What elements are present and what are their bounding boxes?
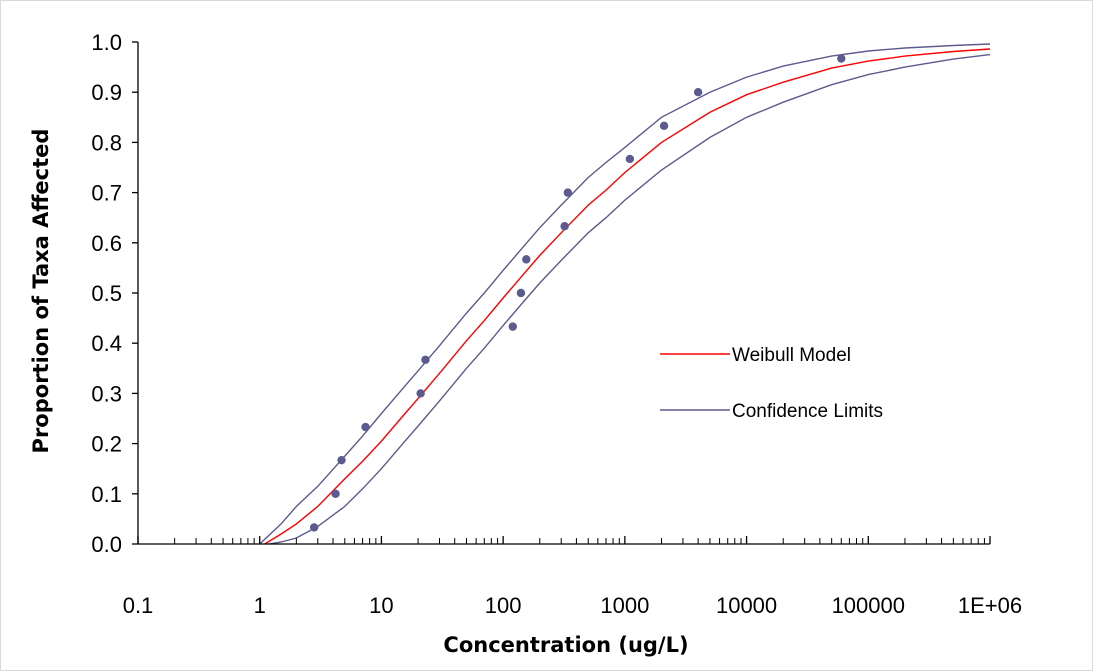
x-tick-label: 1E+06 [958, 593, 1022, 618]
legend-label-confidence-limits: Confidence Limits [732, 401, 883, 422]
data-point [693, 88, 703, 97]
y-tick-label: 0.8 [91, 130, 122, 155]
confidence-limits-line [259, 43, 991, 545]
data-point [416, 389, 425, 398]
data-point [837, 54, 846, 63]
y-tick-label: 0.1 [91, 482, 122, 507]
data-point [337, 455, 346, 465]
y-tick-label: 1.0 [91, 30, 122, 55]
data-point [560, 222, 569, 231]
data-point [508, 322, 517, 331]
y-tick-label: 0.4 [91, 331, 122, 356]
x-axis-title: Concentration (ug/L) [443, 633, 688, 657]
y-tick-label: 0.0 [91, 532, 122, 557]
x-tick-label: 1 [254, 593, 266, 618]
y-tick-label: 0.2 [91, 432, 122, 457]
x-tick-label: 100 [485, 593, 522, 618]
data-point [516, 288, 526, 298]
x-tick-label: 0.1 [123, 593, 154, 618]
x-tick-label: 10 [369, 593, 393, 618]
x-tick-label: 10000 [716, 593, 777, 618]
y-tick-label: 0.7 [91, 181, 122, 206]
data-point [522, 255, 531, 264]
legend-label-weibull-model: Weibull Model [732, 345, 851, 366]
tick-labels-layer: 0.0 0.1 0.2 0.3 0.4 0.5 0.6 0.7 0.8 0.9 1.0 0.1 1 10 1… [91, 30, 1022, 618]
data-point [625, 154, 635, 164]
x-tick-label: 1000 [600, 593, 649, 618]
data-point [309, 523, 319, 532]
data-point [421, 355, 430, 364]
data-point [361, 422, 370, 432]
confidence-limits-lower-line [269, 53, 991, 545]
y-tick-label: 0.9 [91, 80, 122, 105]
axes-layer [132, 41, 991, 545]
data-point [563, 188, 573, 197]
y-tick-label: 0.3 [91, 381, 122, 406]
y-tick-label: 0.6 [91, 231, 122, 256]
weibull-model-line [264, 48, 991, 545]
points-layer [309, 54, 846, 532]
y-axis-title: Proportion of Taxa Affected [29, 129, 53, 454]
data-point [331, 489, 340, 498]
y-tick-label: 0.5 [91, 281, 122, 306]
x-tick-label: 100000 [832, 593, 905, 618]
series-layer [259, 43, 991, 545]
legend: Weibull Model Confidence Limits [660, 345, 883, 422]
data-point [659, 121, 669, 131]
